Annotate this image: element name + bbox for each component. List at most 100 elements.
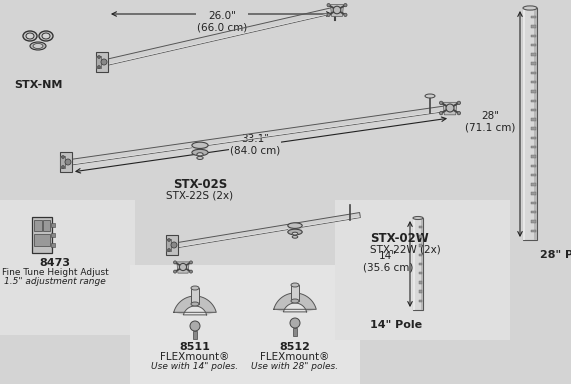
Circle shape [98, 66, 100, 68]
Ellipse shape [192, 142, 208, 149]
Bar [531, 109, 536, 111]
Circle shape [190, 270, 192, 273]
Text: 33.1"
(84.0 cm): 33.1" (84.0 cm) [230, 134, 280, 156]
Text: STX-02W: STX-02W [370, 232, 429, 245]
Ellipse shape [413, 217, 423, 220]
Text: STX-22S (2x): STX-22S (2x) [166, 190, 234, 200]
Bar [51, 243, 55, 247]
Bar [531, 35, 536, 37]
Circle shape [174, 261, 176, 264]
Bar [51, 233, 55, 237]
Bar [335, 200, 510, 340]
Text: 28"
(71.1 cm): 28" (71.1 cm) [465, 111, 515, 133]
Bar [531, 174, 536, 176]
Circle shape [62, 156, 65, 159]
Ellipse shape [291, 299, 299, 303]
Polygon shape [443, 102, 457, 115]
Bar [531, 16, 536, 18]
Ellipse shape [30, 42, 46, 50]
Polygon shape [73, 110, 451, 164]
Bar [192, 145, 208, 152]
Circle shape [440, 111, 443, 115]
Bar [413, 218, 423, 310]
Bar [531, 183, 536, 185]
Bar [531, 230, 536, 232]
Bar [51, 223, 55, 227]
Circle shape [65, 159, 71, 165]
Polygon shape [108, 12, 336, 65]
Circle shape [174, 270, 176, 273]
Bar [96, 56, 101, 68]
Text: STX-22W (2x): STX-22W (2x) [370, 244, 441, 254]
Polygon shape [177, 262, 189, 273]
Bar [531, 211, 536, 214]
Ellipse shape [425, 94, 435, 98]
Bar [288, 226, 302, 232]
Polygon shape [274, 293, 316, 312]
Text: Use with 14" poles.: Use with 14" poles. [151, 362, 239, 371]
Circle shape [179, 263, 187, 271]
Bar [531, 53, 536, 56]
Polygon shape [107, 7, 336, 65]
Text: 8511: 8511 [179, 342, 211, 352]
Ellipse shape [288, 229, 302, 235]
Text: STX-NM: STX-NM [14, 80, 62, 90]
Text: 8473: 8473 [39, 258, 70, 268]
Circle shape [327, 13, 330, 17]
Bar [60, 156, 65, 168]
Text: Use with 28" poles.: Use with 28" poles. [251, 362, 339, 371]
Text: 14" Pole: 14" Pole [370, 320, 422, 330]
Text: STX-02S: STX-02S [173, 178, 227, 191]
Ellipse shape [192, 149, 208, 156]
Bar [0, 200, 135, 335]
Ellipse shape [197, 153, 203, 156]
Ellipse shape [39, 31, 53, 41]
Ellipse shape [288, 223, 302, 228]
Ellipse shape [191, 286, 199, 290]
Bar [531, 220, 536, 223]
Circle shape [167, 238, 171, 242]
Bar [193, 331, 197, 339]
Ellipse shape [523, 6, 537, 10]
Circle shape [101, 59, 107, 65]
Bar [293, 328, 297, 336]
Bar [523, 8, 525, 240]
Polygon shape [178, 217, 360, 247]
Circle shape [190, 261, 192, 264]
Bar [531, 192, 536, 195]
Bar [531, 202, 536, 204]
Bar [96, 52, 108, 72]
Ellipse shape [191, 302, 199, 306]
Bar [531, 25, 536, 28]
Polygon shape [178, 212, 360, 247]
Bar [531, 118, 536, 121]
Bar [531, 165, 536, 167]
Text: Fine Tune Height Adjust: Fine Tune Height Adjust [2, 268, 108, 277]
Bar [419, 272, 422, 275]
Text: 26.0"
(66.0 cm): 26.0" (66.0 cm) [197, 11, 247, 33]
Circle shape [290, 318, 300, 328]
Bar [533, 8, 537, 240]
Bar [420, 218, 423, 310]
Bar [531, 81, 536, 83]
Ellipse shape [42, 33, 50, 39]
Bar [531, 155, 536, 158]
Bar [531, 63, 536, 65]
Bar [32, 217, 52, 253]
Circle shape [327, 3, 330, 7]
Bar [419, 290, 422, 293]
Circle shape [344, 3, 347, 7]
Bar [419, 300, 422, 302]
Bar [191, 288, 199, 304]
Bar [419, 253, 422, 256]
Bar [166, 239, 171, 251]
Text: 8512: 8512 [280, 342, 311, 352]
Circle shape [98, 56, 100, 58]
Ellipse shape [26, 33, 34, 39]
Text: 14"
(35.6 cm): 14" (35.6 cm) [363, 251, 413, 273]
Ellipse shape [33, 43, 43, 48]
Circle shape [344, 13, 347, 17]
Bar [531, 90, 536, 93]
Bar [292, 233, 298, 237]
Bar [34, 234, 50, 246]
